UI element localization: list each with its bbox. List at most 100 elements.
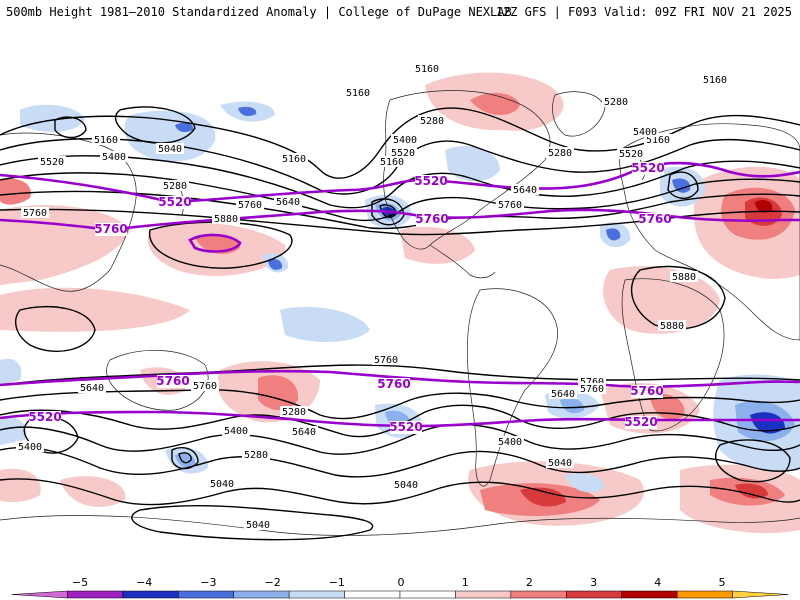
contour-low-siberia	[54, 116, 87, 139]
contour-label-text: 5760	[580, 377, 604, 388]
contour-5280-south	[0, 446, 800, 478]
highlight-label-text: 5520	[28, 410, 61, 424]
highlight-label: 5760	[156, 374, 190, 388]
colorbar-cell	[566, 590, 622, 599]
contour-label: 5400	[100, 151, 128, 163]
anomaly-map[interactable]: 5160 5160 5160 5160 5160 5160 5160 5280 5280 5280…	[0, 40, 800, 557]
contour-label-bg	[546, 147, 574, 158]
contour-label-text: 5160	[646, 135, 670, 146]
contour-label-text: 5760	[23, 208, 47, 219]
contour-label-text: 5400	[224, 426, 248, 437]
contour-label-bg	[274, 196, 302, 207]
highlight-label-text: 5520	[631, 161, 664, 175]
contour-label-text: 5400	[633, 127, 657, 138]
contour-label: 5760	[372, 354, 400, 366]
contour-label: 5040	[244, 519, 272, 531]
contour-label-text: 5760	[374, 355, 398, 366]
contour-label: 5400	[16, 441, 44, 453]
contour-label-bg	[222, 425, 250, 436]
anomaly-neg-spac	[280, 306, 370, 342]
contour-label: 5400	[631, 126, 659, 138]
colorbar-cell	[11, 590, 68, 599]
contour-5040-npac	[114, 106, 196, 144]
contour-label: 5160	[413, 63, 441, 75]
contour-5760-south	[0, 364, 800, 386]
highlight-label: 5760	[377, 377, 411, 391]
contour-low-uswest-inner	[379, 204, 397, 218]
contour-label-bg	[38, 156, 66, 167]
coast-central-america	[429, 244, 496, 279]
contour-label-text: 5040	[394, 480, 418, 491]
contour-label-bg	[658, 320, 686, 331]
contour-label-text: 5640	[292, 427, 316, 438]
highlight-label-bg	[95, 223, 127, 236]
contour-label: 5640	[290, 426, 318, 438]
highlight-label-bg	[416, 213, 448, 226]
contour-label-bg	[496, 199, 524, 210]
contour-label-text: 5520	[391, 148, 415, 159]
contour-label-text: 5160	[415, 64, 439, 75]
contour-label-bg	[161, 180, 189, 191]
highlight-label-text: 5760	[638, 212, 671, 226]
contour-label-bg	[100, 151, 128, 162]
contour-label: 5160	[280, 153, 308, 165]
contour-label-bg	[546, 457, 574, 468]
highlight-label-bg	[415, 175, 447, 188]
highlight-label-text: 5760	[377, 377, 410, 391]
coast-africa	[621, 278, 725, 432]
anomaly-neg-hudson	[445, 146, 500, 182]
map-panel[interactable]: 5160 5160 5160 5160 5160 5160 5160 5280 5280 5280…	[0, 40, 800, 557]
map-title: 500mb Height 1981–2010 Standardized Anom…	[6, 5, 512, 19]
contour-label-bg	[578, 376, 606, 387]
contour-label: 5280	[546, 147, 574, 159]
highlight-label-bg	[639, 213, 671, 226]
highlight-label-text: 5520	[389, 420, 422, 434]
colorbar-legend: −5 −4 −3 −2 −1 0 1 2 3 4 5	[0, 572, 800, 600]
contour-5880-africa	[630, 265, 726, 330]
contour-label: 5640	[549, 388, 577, 400]
contour-label-bg	[670, 271, 698, 282]
highlight-label: 5760	[415, 212, 449, 226]
colorbar-cell	[399, 590, 456, 599]
highlight-label: 5760	[638, 212, 672, 226]
anomaly-pos-tropics-w2	[0, 287, 190, 332]
highlight-label-bg	[631, 385, 663, 398]
colorbar-cell	[732, 590, 789, 599]
colorbar: −5 −4 −3 −2 −1 0 1 2 3 4 5	[11, 576, 789, 599]
contour-label-text: 5880	[214, 214, 238, 225]
colorbar-tick-label: −4	[136, 576, 152, 589]
contour-5880-indian	[14, 305, 96, 352]
contour-label: 5280	[602, 96, 630, 108]
contour-label: 5280	[418, 115, 446, 127]
contour-label: 5160	[701, 74, 729, 86]
contour-label-bg	[21, 207, 49, 218]
contour-label-bg	[372, 354, 400, 365]
anomaly-pos-atlantic	[400, 226, 475, 264]
highlight-label: 5520	[414, 174, 448, 188]
colorbar-ticks: −5 −4 −3 −2 −1 0 1 2 3 4 5	[72, 576, 726, 589]
anomaly-pos-asia-edge	[0, 178, 31, 205]
colorbar-cell	[621, 590, 678, 599]
contour-label: 5520	[38, 156, 66, 168]
contour-label-text: 5280	[548, 148, 572, 159]
contour-label: 5640	[274, 196, 302, 208]
contour-label-bg	[156, 143, 184, 154]
anomaly-pos-antarctic-peak	[520, 487, 566, 507]
contour-label-text: 5520	[40, 157, 64, 168]
highlight-5520-south	[0, 410, 800, 428]
contour-5520-north	[0, 172, 800, 222]
contour-label-bg	[496, 436, 524, 447]
anomaly-pos-sw-corner	[0, 468, 41, 503]
contour-label-bg	[391, 134, 419, 145]
anomaly-pos-alaska-core	[470, 92, 520, 115]
contour-label: 5880	[670, 271, 698, 283]
contour-label-text: 5160	[703, 75, 727, 86]
highlight-5760-loop	[188, 233, 242, 253]
contour-label: 5040	[392, 479, 420, 491]
contour-low-s-ocean-inner	[178, 452, 192, 464]
contour-label-text: 5880	[660, 321, 684, 332]
contour-label: 5400	[391, 134, 419, 146]
highlight-label-bg	[625, 416, 657, 429]
coast-eurasia	[619, 123, 800, 341]
